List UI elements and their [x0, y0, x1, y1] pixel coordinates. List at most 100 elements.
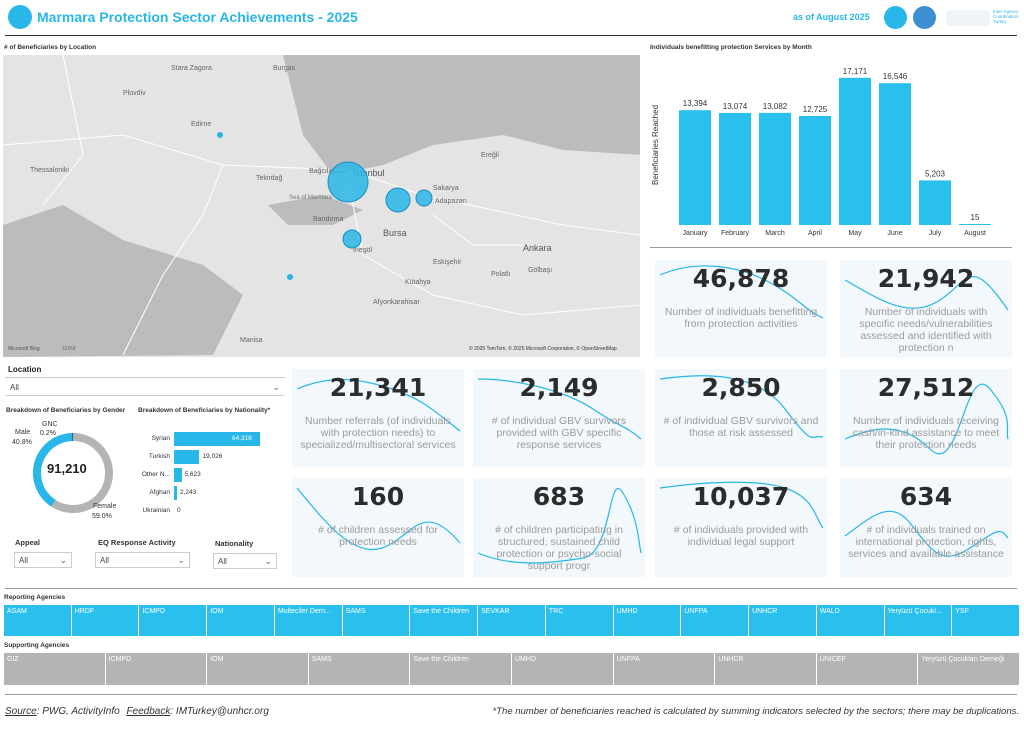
bubble-kocaeli[interactable]: [385, 187, 411, 213]
feedback-email[interactable]: : IMTurkey@unhcr.org: [170, 706, 269, 717]
kpi-value: 2,149: [519, 373, 599, 402]
reporting-agency-cell[interactable]: TRC: [545, 605, 614, 636]
bar[interactable]: [679, 110, 711, 225]
nationality-value: 5,623: [184, 471, 201, 478]
reporting-agency-cell[interactable]: HRDF: [71, 605, 140, 636]
kpi-sparkline: [296, 487, 461, 551]
bar[interactable]: [879, 83, 911, 225]
nationality-bar[interactable]: [174, 432, 260, 446]
beneficiaries-map[interactable]: Microsoft Bing © 2025 TomTom, © 2025 Mic…: [3, 55, 640, 357]
reporting-agency-cell[interactable]: IOM: [207, 605, 275, 636]
map-label-manisa: Manisa: [240, 337, 263, 344]
reporting-agency-cell[interactable]: ICMPD: [139, 605, 208, 636]
gender-donut-chart[interactable]: [28, 428, 118, 518]
sparkline-path: [659, 481, 824, 529]
supporting-agency-cell[interactable]: UNICEF: [816, 653, 919, 685]
supporting-agency-cell[interactable]: SAMS: [308, 653, 411, 685]
kpi-label: Number of individuals with specific need…: [859, 306, 993, 354]
reporting-agency-cell[interactable]: UNHCR: [749, 605, 817, 636]
map-label-plovdiv: Plovdiv: [123, 90, 146, 97]
y-axis-label: Beneficiaries Reached: [651, 105, 660, 185]
map-label-golbasi: Gölbaşı: [528, 267, 553, 274]
sparkline-path: [477, 487, 642, 564]
supporting-agency-cell[interactable]: UNHCR: [715, 653, 817, 685]
supporting-agency-cell[interactable]: UNFPA: [613, 653, 716, 685]
reporting-agency-cell[interactable]: UMHD: [613, 605, 682, 636]
appeal-dropdown[interactable]: All ⌄: [14, 552, 72, 568]
nationality-name: Ukrainian: [142, 507, 170, 514]
kpi-sparkline: [477, 487, 642, 564]
reporting-agency-cell[interactable]: Multeciler Dern...: [274, 605, 343, 636]
bar[interactable]: [759, 112, 791, 225]
chevron-down-icon: ⌄: [272, 382, 280, 392]
x-tick-label: July: [929, 230, 942, 237]
bar[interactable]: [919, 180, 951, 225]
kpi-label: # of children assessed for protection ne…: [318, 524, 438, 548]
donut-gnc[interactable]: [32, 432, 113, 513]
reporting-agency-cell[interactable]: ASAM: [4, 605, 72, 636]
nationality-value: 2,243: [179, 489, 197, 496]
kpi-card: 10,037 # of individuals provided with ind…: [655, 478, 827, 577]
bubble-balikesir[interactable]: [287, 274, 293, 280]
x-tick-label: March: [765, 230, 785, 237]
map-label-burgas: Burgas: [273, 65, 296, 72]
nationality-bar[interactable]: [174, 468, 182, 482]
kpi-label: Number referrals (of individuals with pr…: [300, 415, 456, 451]
supporting-agency-cell[interactable]: UMHD: [512, 653, 614, 685]
nationality-name: Syrian: [151, 435, 170, 442]
kpi-value: 634: [899, 482, 953, 511]
map-label-bursa: Bursa: [383, 228, 407, 238]
reporting-agency-cell[interactable]: Yeryüzü Çocukl...: [884, 605, 953, 636]
kpi-label: # of children participating in structure…: [495, 524, 623, 572]
map-attribution[interactable]: © 2025 TomTom, © 2025 Microsoft Corporat…: [469, 346, 617, 352]
location-dropdown[interactable]: All ⌄: [6, 380, 284, 396]
nationality-value: 0: [177, 507, 181, 514]
reporting-agency-cell[interactable]: WALD: [816, 605, 885, 636]
kpi-value: 683: [532, 482, 586, 511]
female-label: Female: [93, 503, 117, 510]
bar-value-label: 13,394: [683, 99, 708, 108]
bubble-sakarya[interactable]: [415, 189, 433, 207]
reporting-agency-cell[interactable]: UNFPA: [681, 605, 750, 636]
eq-activity-dropdown[interactable]: All ⌄: [95, 552, 190, 568]
kpi-value: 27,512: [877, 373, 975, 402]
bubble-istanbul[interactable]: [327, 161, 369, 203]
nationality-bar[interactable]: [174, 486, 177, 500]
male-label: Male: [15, 429, 31, 436]
reporting-agency-cell[interactable]: SAMS: [342, 605, 411, 636]
eq-activity-filter-label: EQ Response Activity: [98, 538, 176, 547]
kpi-label: # of individual GBV survivors provided w…: [491, 415, 627, 451]
bar-value-label: 17,171: [843, 67, 868, 76]
bar[interactable]: [719, 112, 751, 225]
reporting-agency-cell[interactable]: Save the Children: [410, 605, 479, 636]
chevron-down-icon: ⌄: [177, 555, 185, 565]
nationality-bar[interactable]: [174, 450, 200, 464]
kpi-card: 21,942 Number of individuals with specifi…: [840, 260, 1012, 358]
reporting-agency-cell[interactable]: YSF: [952, 605, 1020, 636]
bar[interactable]: [839, 77, 871, 225]
feedback-label: Feedback: [126, 706, 171, 717]
nationality-dropdown[interactable]: All ⌄: [213, 553, 277, 569]
map-label-bandirma: Bandırma: [313, 216, 344, 223]
supporting-agency-cell[interactable]: IOM: [207, 653, 309, 685]
source-text: : PWG, ActivityInfo: [36, 706, 120, 717]
x-tick-label: August: [964, 230, 986, 237]
map-label-adapazari: Adapazarı: [435, 198, 467, 205]
kpi-sparkline: [844, 383, 1009, 455]
footer-source: Source: PWG, ActivityInfo Feedback: IMTu…: [5, 706, 269, 717]
supporting-agency-cell[interactable]: ICMPD: [105, 653, 208, 685]
bar[interactable]: [799, 115, 831, 225]
sparkline-path: [477, 378, 642, 440]
bubble-bursa[interactable]: [342, 229, 362, 249]
supporting-agency-cell[interactable]: Yeryüzü Çocukları Derneği: [918, 653, 1020, 685]
monthly-chart-title: Individuals benefitting protection Servi…: [650, 44, 812, 51]
bubble-edirne[interactable]: [217, 132, 223, 138]
map-label-ankara: Ankara: [523, 243, 552, 253]
bar[interactable]: [959, 224, 991, 225]
supporting-agency-cell[interactable]: GIZ: [4, 653, 106, 685]
reporting-agency-cell[interactable]: SEVKAR: [478, 605, 546, 636]
donut-male[interactable]: [28, 428, 118, 518]
supporting-agency-cell[interactable]: Save the Children: [410, 653, 512, 685]
bar-value-label: 13,082: [763, 102, 788, 111]
monthly-bar-chart[interactable]: Beneficiaries Reached 13,394 January 13,074…: [645, 55, 1020, 240]
